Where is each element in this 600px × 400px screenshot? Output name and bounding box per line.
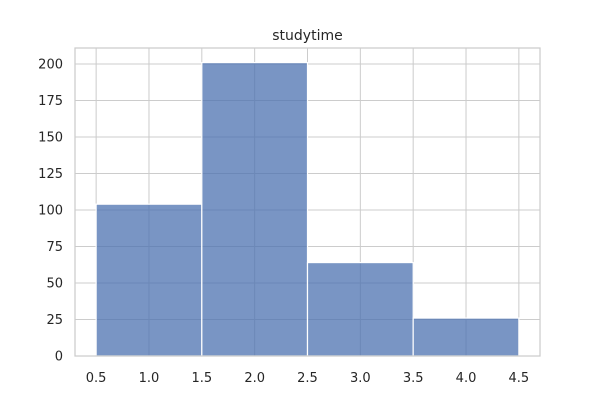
y-tick-label: 175 [38,94,63,109]
y-tick-label: 0 [55,350,63,365]
histogram-bar-1 [95,203,203,357]
x-tick-label: 2.0 [244,371,265,386]
histogram-bar-2 [201,61,309,357]
chart-title: studytime [272,28,342,44]
histogram-bar-4 [412,317,520,357]
plot-frame [74,47,541,357]
x-tick-label: 2.5 [297,371,318,386]
y-axis-ticks: 0 25 50 75 100 125 150 175 200 [38,58,63,365]
bars [95,61,520,357]
y-tick-label: 50 [46,277,63,292]
x-tick-label: 1.0 [139,371,160,386]
x-tick-label: 4.0 [456,371,477,386]
y-tick-label: 25 [46,313,63,328]
y-tick-label: 100 [38,204,63,219]
y-tick-label: 150 [38,131,63,146]
x-tick-label: 3.0 [350,371,371,386]
x-tick-label: 4.5 [509,371,530,386]
x-axis-ticks: 0.5 1.0 1.5 2.0 2.5 3.0 3.5 4.0 4.5 [86,371,529,386]
histogram-bar-3 [306,261,414,357]
y-tick-label: 75 [46,240,63,255]
x-tick-label: 3.5 [403,371,424,386]
y-tick-label: 200 [38,58,63,73]
x-tick-label: 1.5 [191,371,212,386]
y-tick-label: 125 [38,167,63,182]
x-tick-label: 0.5 [86,371,107,386]
